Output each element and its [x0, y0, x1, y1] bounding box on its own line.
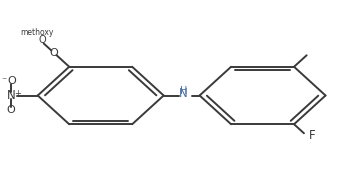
Text: methoxy: methoxy: [20, 28, 54, 37]
Text: O: O: [39, 35, 46, 45]
Text: N: N: [7, 89, 15, 102]
Text: +: +: [14, 89, 21, 99]
Text: H: H: [180, 86, 187, 96]
Text: F: F: [308, 129, 315, 142]
Text: O: O: [7, 105, 15, 115]
Text: O: O: [8, 76, 17, 86]
Text: N: N: [179, 87, 188, 100]
Text: ⁻: ⁻: [1, 76, 7, 86]
Text: O: O: [50, 48, 58, 58]
